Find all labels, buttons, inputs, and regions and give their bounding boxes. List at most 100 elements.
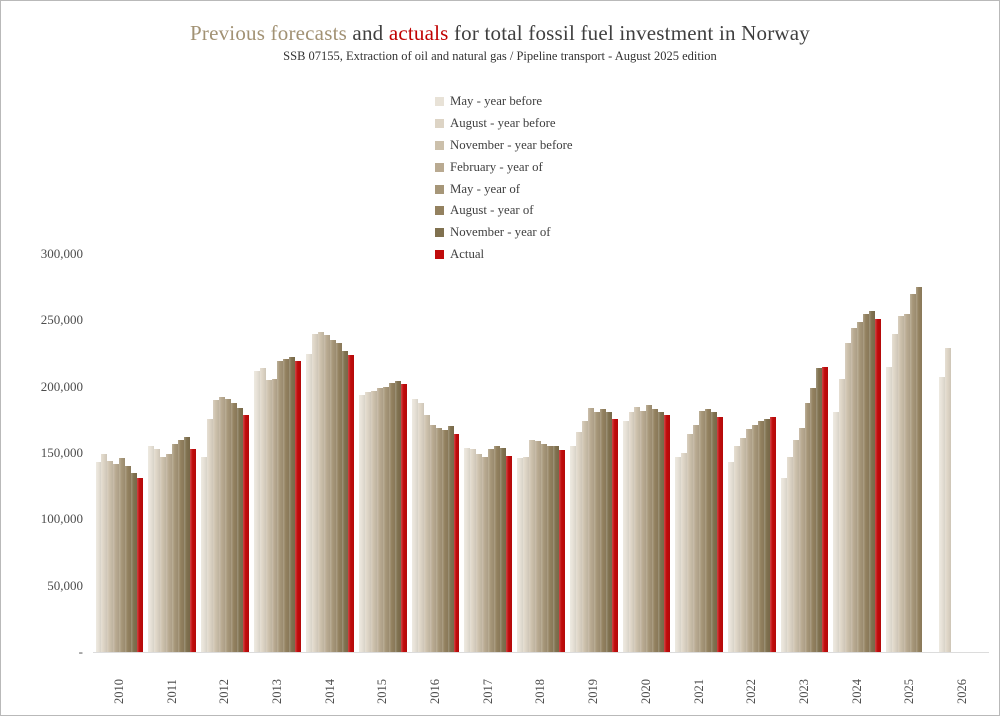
bar-2015-november-year-before <box>370 390 377 652</box>
legend-swatch-icon <box>435 228 444 238</box>
x-tick-2013: 2013 <box>251 656 304 712</box>
x-tick-2024: 2024 <box>831 656 884 712</box>
bar-2022-november-year-of <box>763 418 770 652</box>
bar-2024-may-year-of <box>857 321 864 652</box>
bar-2019-may-year-of <box>593 411 600 652</box>
x-tick-2014: 2014 <box>304 656 357 712</box>
bar-group-2025 <box>884 254 937 652</box>
title-rest-text: for total fossil fuel investment in Norw… <box>448 21 810 45</box>
bar-2017-august-year-before <box>470 449 477 652</box>
legend-label: May - year of <box>450 181 520 196</box>
bar-2019-november-year-before <box>581 421 588 652</box>
bar-2020-actual <box>664 414 671 652</box>
bar-group-2013 <box>251 254 304 652</box>
x-tick-2017: 2017 <box>462 656 515 712</box>
legend-swatch-icon <box>435 184 444 194</box>
bar-2015-november-year-of <box>394 381 401 652</box>
bar-2010-november-year-before <box>107 460 114 652</box>
bar-2024-may-year-before <box>833 411 840 652</box>
bar-2025-may-year-of <box>909 293 916 652</box>
legend-label: August - year before <box>450 116 556 131</box>
bar-2014-august-year-of <box>336 342 343 652</box>
x-tick-label: 2026 <box>955 679 970 704</box>
bar-2023-august-year-before <box>786 456 793 652</box>
bar-2011-august-year-of <box>178 439 185 652</box>
legend-item-august-year-of: August - year of <box>435 200 573 222</box>
bar-group-2022 <box>725 254 778 652</box>
bar-2016-may-year-of <box>435 427 442 652</box>
bar-2013-may-year-of <box>277 361 284 652</box>
bar-2026-may-year-before <box>938 377 945 652</box>
bar-2020-february-year-of <box>640 410 647 652</box>
bar-2018-august-year-of <box>546 446 553 652</box>
bar-2021-august-year-of <box>705 409 712 652</box>
bar-group-2012 <box>198 254 251 652</box>
bar-2022-may-year-before <box>727 462 734 652</box>
bar-2022-august-year-of <box>757 421 764 652</box>
bar-2013-august-year-before <box>259 368 266 652</box>
bar-2017-february-year-of <box>482 456 489 652</box>
bar-2017-november-year-before <box>476 454 483 652</box>
bar-2012-november-year-before <box>212 399 219 652</box>
bar-2019-may-year-before <box>569 446 576 652</box>
x-tick-2015: 2015 <box>357 656 410 712</box>
chart-subtitle: SSB 07155, Extraction of oil and natural… <box>283 49 717 63</box>
bar-2017-actual <box>506 455 513 652</box>
x-tick-label: 2021 <box>691 679 706 704</box>
bar-2024-actual <box>875 319 882 652</box>
legend-item-february-year-of: February - year of <box>435 156 573 178</box>
bar-2023-may-year-before <box>780 478 787 652</box>
bar-2020-august-year-of <box>652 409 659 652</box>
bar-2013-actual <box>295 361 302 652</box>
x-tick-2019: 2019 <box>567 656 620 712</box>
bar-group-2026 <box>936 254 989 652</box>
bar-2021-actual <box>717 417 723 652</box>
x-tick-label: 2024 <box>849 679 864 704</box>
legend-swatch-icon <box>435 140 444 150</box>
bar-2010-november-year-of <box>131 472 138 652</box>
legend-label: Actual <box>450 246 485 261</box>
bar-2011-may-year-of <box>172 443 179 652</box>
y-axis: 300,000 250,000 200,000 150,000 100,000 50,00… <box>1 1 83 715</box>
bar-2024-november-year-of <box>869 311 876 652</box>
x-tick-2021: 2021 <box>673 656 726 712</box>
legend-swatch-icon <box>435 97 444 107</box>
legend-label: November - year of <box>450 225 551 240</box>
bar-group-2011 <box>146 254 199 652</box>
bar-2026-august-year-before <box>944 348 951 652</box>
bar-2018-august-year-before <box>523 456 530 652</box>
bar-2025-august-year-of <box>915 287 922 652</box>
x-tick-2020: 2020 <box>620 656 673 712</box>
bar-2014-august-year-before <box>312 333 319 652</box>
legend-label: August - year of <box>450 203 534 218</box>
bar-2017-august-year-of <box>494 446 501 652</box>
bar-2018-may-year-before <box>517 458 524 652</box>
bar-2011-february-year-of <box>166 454 173 652</box>
bar-2021-may-year-of <box>699 410 706 652</box>
bar-group-2010 <box>93 254 146 652</box>
y-tick-label: 300,000 <box>40 246 83 261</box>
bar-2019-august-year-of <box>599 409 606 652</box>
bar-2025-may-year-before <box>886 366 893 652</box>
x-tick-2025: 2025 <box>884 656 937 712</box>
bar-2024-february-year-of <box>851 328 858 652</box>
bar-2013-may-year-before <box>253 370 260 652</box>
x-tick-label: 2013 <box>269 679 284 704</box>
bar-2015-february-year-of <box>376 388 383 652</box>
x-axis: 2010 2011 2012 2013 2014 2015 2016 2017 2018 2019… <box>93 656 989 712</box>
bar-group-2019 <box>567 254 620 652</box>
bar-2020-may-year-of <box>646 405 653 652</box>
title-forecasts-text: Previous forecasts <box>190 21 347 45</box>
bar-2010-actual <box>137 478 144 652</box>
bar-2018-november-year-before <box>529 439 536 652</box>
y-tick-label: 100,000 <box>40 511 83 527</box>
bar-2022-actual <box>769 417 776 652</box>
x-tick-label: 2010 <box>111 679 126 704</box>
bar-2012-february-year-of <box>218 397 225 652</box>
x-tick-label: 2018 <box>533 679 548 704</box>
legend-label: November - year before <box>450 137 573 152</box>
bar-2013-february-year-of <box>271 378 278 652</box>
bar-group-2016 <box>409 254 462 652</box>
bar-2010-may-year-before <box>95 462 102 652</box>
